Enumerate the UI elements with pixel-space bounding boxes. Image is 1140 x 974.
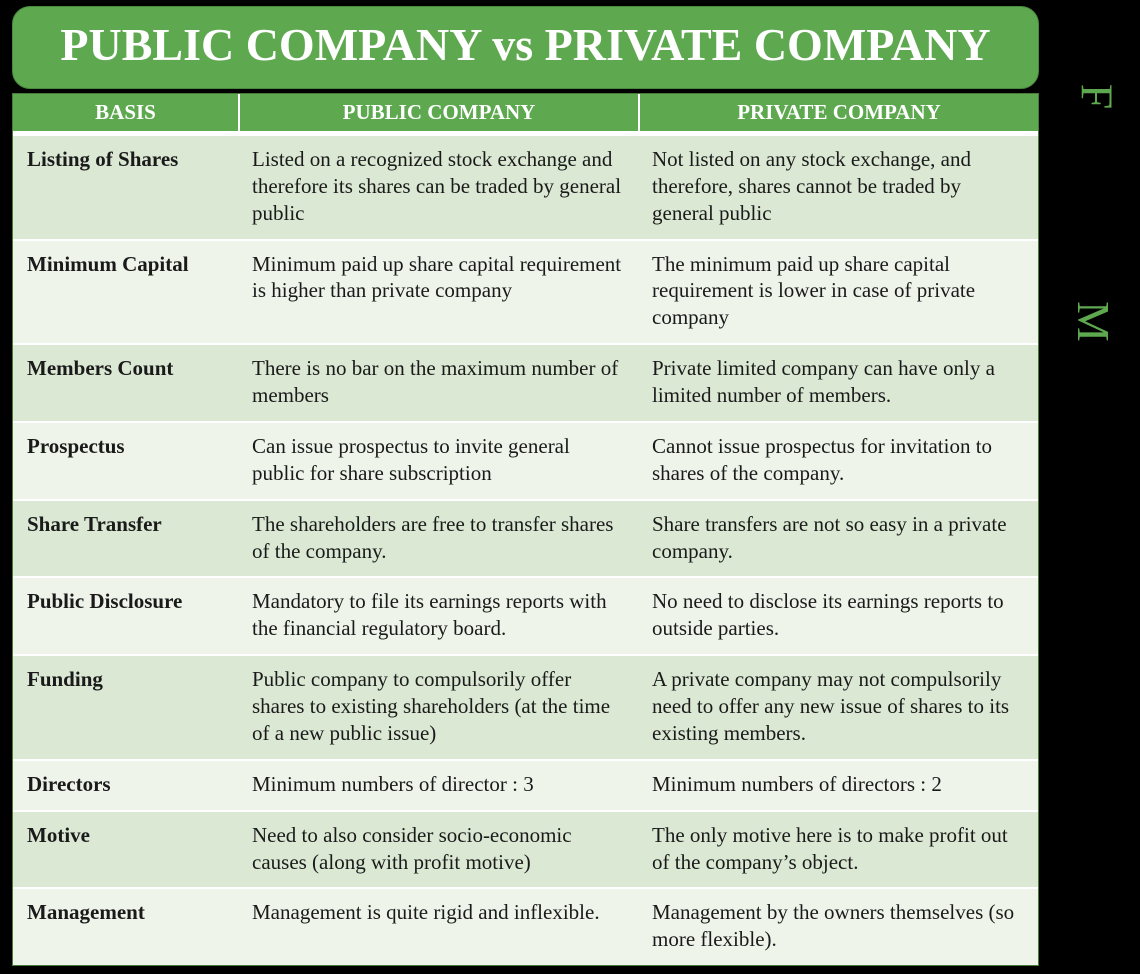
side-letters: F M (1054, 0, 1124, 974)
table-row: Directors Minimum numbers of director : … (13, 759, 1038, 810)
side-letter-f: F (1071, 84, 1124, 110)
table-row: Public Disclosure Mandatory to file its … (13, 576, 1038, 654)
table-body: Listing of Shares Listed on a recognized… (13, 134, 1038, 965)
table-row: Funding Public company to compulsorily o… (13, 654, 1038, 759)
cell-private: The minimum paid up share capital requir… (638, 239, 1038, 344)
col-basis: BASIS (13, 94, 238, 134)
table-wrapper: BASIS PUBLIC COMPANY PRIVATE COMPANY Lis… (12, 93, 1039, 966)
side-letter-m: M (1067, 301, 1120, 342)
title-text: PUBLIC COMPANY vs PRIVATE COMPANY (60, 19, 990, 70)
cell-public: Minimum numbers of director : 3 (238, 759, 638, 810)
cell-basis: Members Count (13, 343, 238, 421)
cell-private: Management by the owners themselves (so … (638, 887, 1038, 965)
table-row: Prospectus Can issue prospectus to invit… (13, 421, 1038, 499)
title-banner: PUBLIC COMPANY vs PRIVATE COMPANY (12, 6, 1039, 89)
table-row: Minimum Capital Minimum paid up share ca… (13, 239, 1038, 344)
cell-public: Management is quite rigid and inflexible… (238, 887, 638, 965)
cell-basis: Management (13, 887, 238, 965)
cell-private: Share transfers are not so easy in a pri… (638, 499, 1038, 577)
col-private: PRIVATE COMPANY (638, 94, 1038, 134)
col-public: PUBLIC COMPANY (238, 94, 638, 134)
cell-private: Not listed on any stock exchange, and th… (638, 134, 1038, 239)
cell-private: Cannot issue prospectus for invitation t… (638, 421, 1038, 499)
cell-public: Minimum paid up share capital requiremen… (238, 239, 638, 344)
cell-public: Need to also consider socio-economic cau… (238, 810, 638, 888)
cell-public: The shareholders are free to transfer sh… (238, 499, 638, 577)
table-row: Management Management is quite rigid and… (13, 887, 1038, 965)
cell-basis: Listing of Shares (13, 134, 238, 239)
cell-private: No need to disclose its earnings reports… (638, 576, 1038, 654)
comparison-panel: PUBLIC COMPANY vs PRIVATE COMPANY BASIS … (8, 0, 1043, 966)
cell-private: The only motive here is to make profit o… (638, 810, 1038, 888)
table-row: Members Count There is no bar on the max… (13, 343, 1038, 421)
cell-public: Mandatory to file its earnings reports w… (238, 576, 638, 654)
cell-basis: Funding (13, 654, 238, 759)
table-row: Listing of Shares Listed on a recognized… (13, 134, 1038, 239)
cell-public: Listed on a recognized stock exchange an… (238, 134, 638, 239)
cell-basis: Share Transfer (13, 499, 238, 577)
cell-private: A private company may not compulsorily n… (638, 654, 1038, 759)
cell-public: Can issue prospectus to invite general p… (238, 421, 638, 499)
cell-basis: Prospectus (13, 421, 238, 499)
table-header-row: BASIS PUBLIC COMPANY PRIVATE COMPANY (13, 94, 1038, 134)
cell-basis: Directors (13, 759, 238, 810)
cell-basis: Public Disclosure (13, 576, 238, 654)
cell-private: Minimum numbers of directors : 2 (638, 759, 1038, 810)
table-row: Share Transfer The shareholders are free… (13, 499, 1038, 577)
cell-basis: Motive (13, 810, 238, 888)
comparison-table: BASIS PUBLIC COMPANY PRIVATE COMPANY Lis… (13, 94, 1038, 965)
cell-basis: Minimum Capital (13, 239, 238, 344)
table-row: Motive Need to also consider socio-econo… (13, 810, 1038, 888)
cell-public: Public company to compulsorily offer sha… (238, 654, 638, 759)
cell-private: Private limited company can have only a … (638, 343, 1038, 421)
cell-public: There is no bar on the maximum number of… (238, 343, 638, 421)
